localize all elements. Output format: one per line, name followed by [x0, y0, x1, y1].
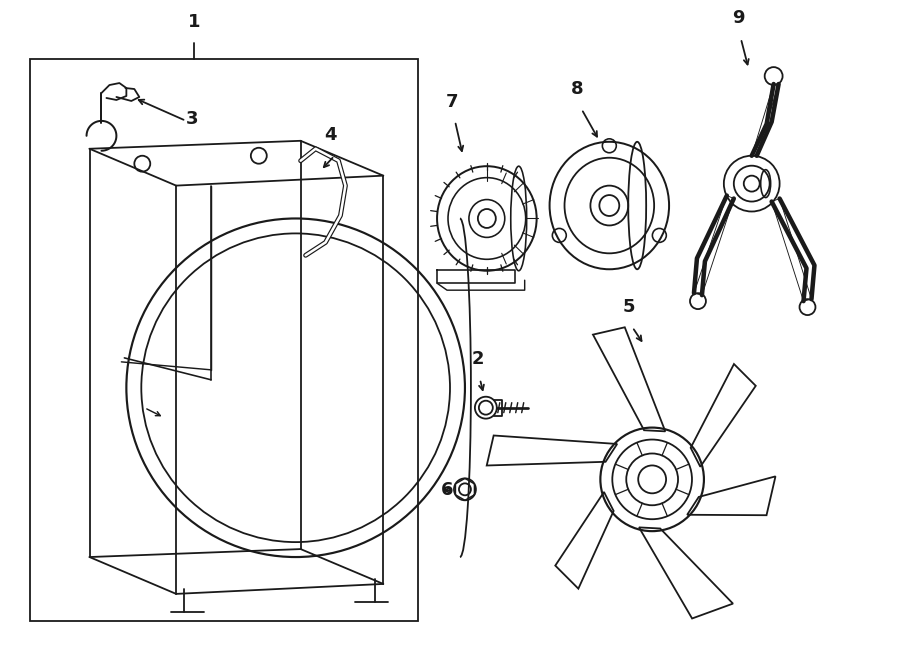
Polygon shape	[694, 196, 733, 295]
Text: 6: 6	[440, 481, 453, 499]
Polygon shape	[487, 436, 617, 465]
Polygon shape	[752, 84, 778, 156]
Polygon shape	[639, 527, 733, 619]
Text: 7: 7	[446, 93, 458, 111]
Polygon shape	[771, 198, 812, 301]
Bar	[30, 59, 419, 621]
Text: 2: 2	[472, 350, 484, 368]
Polygon shape	[688, 477, 776, 515]
Polygon shape	[593, 327, 665, 432]
Text: 9: 9	[733, 9, 745, 27]
Text: 8: 8	[572, 80, 584, 98]
Text: 4: 4	[324, 126, 337, 144]
Polygon shape	[690, 364, 756, 467]
Text: 5: 5	[623, 298, 635, 316]
Text: 1: 1	[188, 13, 201, 31]
Polygon shape	[555, 492, 614, 589]
Text: 3: 3	[186, 110, 199, 128]
